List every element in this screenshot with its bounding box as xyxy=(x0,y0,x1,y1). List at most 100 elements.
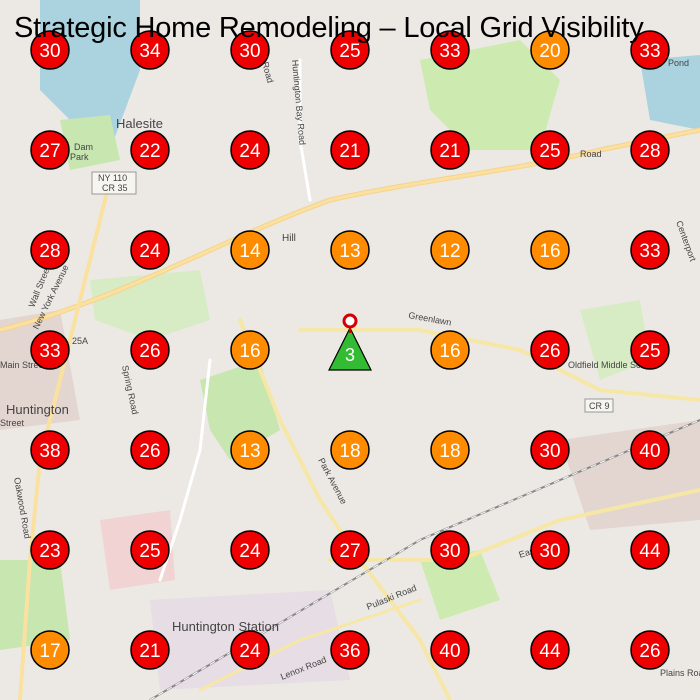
rank-marker[interactable]: 24 xyxy=(230,630,270,670)
rank-marker[interactable]: 27 xyxy=(30,130,70,170)
map-label: Road xyxy=(580,149,602,159)
rank-marker-label: 24 xyxy=(139,241,161,262)
rank-marker[interactable]: 18 xyxy=(330,430,370,470)
rank-marker[interactable]: 30 xyxy=(530,530,570,570)
rank-marker-label: 18 xyxy=(439,441,460,462)
rank-marker-circle xyxy=(130,430,170,470)
rank-marker[interactable]: 12 xyxy=(430,230,470,270)
rank-marker-circle xyxy=(330,130,370,170)
rank-marker[interactable]: 13 xyxy=(230,430,270,470)
rank-marker-circle xyxy=(430,230,470,270)
rank-marker-label: 40 xyxy=(639,441,660,462)
rank-marker-circle xyxy=(530,30,570,70)
rank-marker-label: 20 xyxy=(539,41,560,62)
rank-marker-label: 30 xyxy=(239,41,260,62)
rank-marker-label: 23 xyxy=(39,541,60,562)
rank-marker-label: 33 xyxy=(639,241,660,262)
rank-marker[interactable]: 26 xyxy=(630,630,670,670)
rank-marker[interactable]: 21 xyxy=(130,630,170,670)
rank-marker[interactable]: 33 xyxy=(630,230,670,270)
rank-marker[interactable]: 24 xyxy=(230,130,270,170)
map-label: NY 110 xyxy=(98,173,127,183)
rank-marker-label: 25 xyxy=(639,341,660,362)
location-pin-icon[interactable] xyxy=(342,313,358,329)
ranking-grid: 30 34 30 25 33 20 33 27 22 24 21 21 25 28 28 24 14 13 12 16… xyxy=(30,30,670,670)
rank-marker[interactable]: 17 xyxy=(30,630,70,670)
rank-marker-label: 26 xyxy=(539,341,560,362)
rank-marker[interactable]: 30 xyxy=(30,30,70,70)
rank-marker-circle xyxy=(330,30,370,70)
rank-marker[interactable]: 30 xyxy=(230,30,270,70)
rank-marker[interactable]: 33 xyxy=(30,330,70,370)
rank-marker[interactable]: 20 xyxy=(530,30,570,70)
rank-marker[interactable]: 36 xyxy=(330,630,370,670)
rank-marker[interactable]: 18 xyxy=(430,430,470,470)
rank-marker[interactable]: 40 xyxy=(630,430,670,470)
rank-marker[interactable]: 33 xyxy=(630,30,670,70)
rank-marker-circle xyxy=(230,430,270,470)
rank-marker[interactable]: 30 xyxy=(430,530,470,570)
rank-marker-circle xyxy=(130,530,170,570)
rank-marker-circle xyxy=(630,630,670,670)
rank-marker[interactable]: 13 xyxy=(330,230,370,270)
rank-marker-label: 21 xyxy=(339,141,360,162)
rank-marker[interactable]: 26 xyxy=(130,430,170,470)
rank-marker[interactable]: 28 xyxy=(30,230,70,270)
rank-marker-circle xyxy=(430,430,470,470)
rank-marker[interactable]: 44 xyxy=(530,630,570,670)
rank-marker[interactable]: 21 xyxy=(430,130,470,170)
rank-marker-circle xyxy=(330,430,370,470)
rank-marker-label: 33 xyxy=(439,41,460,62)
rank-marker-label: 26 xyxy=(639,641,660,662)
rank-marker[interactable]: 24 xyxy=(230,530,270,570)
rank-marker-label: 33 xyxy=(39,341,60,362)
rank-marker[interactable]: 25 xyxy=(330,30,370,70)
rank-marker[interactable]: 25 xyxy=(130,530,170,570)
rank-marker[interactable]: 33 xyxy=(430,30,470,70)
rank-marker[interactable]: 40 xyxy=(430,630,470,670)
rank-marker-circle xyxy=(630,530,670,570)
rank-marker[interactable]: 25 xyxy=(530,130,570,170)
rank-marker[interactable]: 28 xyxy=(630,130,670,170)
rank-marker-circle xyxy=(330,530,370,570)
rank-marker-label: 14 xyxy=(239,241,261,262)
rank-marker-circle xyxy=(630,330,670,370)
rank-marker-label: 24 xyxy=(239,541,261,562)
rank-marker[interactable]: 26 xyxy=(530,330,570,370)
rank-marker[interactable]: 27 xyxy=(330,530,370,570)
rank-marker-label: 36 xyxy=(339,641,360,662)
rank-marker-circle xyxy=(430,30,470,70)
rank-marker-label: 27 xyxy=(39,141,60,162)
rank-marker[interactable]: 16 xyxy=(430,330,470,370)
rank-marker[interactable]: 26 xyxy=(130,330,170,370)
rank-marker[interactable]: 14 xyxy=(230,230,270,270)
rank-marker-circle xyxy=(430,330,470,370)
pond-water xyxy=(640,55,700,130)
rank-marker[interactable]: 22 xyxy=(130,130,170,170)
rank-marker[interactable]: 21 xyxy=(330,130,370,170)
rank-marker-label: 16 xyxy=(239,341,260,362)
rank-marker-label: 44 xyxy=(639,541,661,562)
rank-marker[interactable]: 38 xyxy=(30,430,70,470)
rank-marker[interactable]: 34 xyxy=(130,30,170,70)
rank-marker[interactable]: 16 xyxy=(530,230,570,270)
green-triangle-marker[interactable] xyxy=(328,326,372,371)
rank-marker-label: 40 xyxy=(439,641,460,662)
rank-marker[interactable]: 25 xyxy=(630,330,670,370)
park-area xyxy=(580,300,650,380)
rank-marker-label: 33 xyxy=(639,41,660,62)
rank-marker[interactable]: 24 xyxy=(130,230,170,270)
roads xyxy=(0,58,700,700)
rank-marker[interactable]: 23 xyxy=(30,530,70,570)
rank-marker-circle xyxy=(130,330,170,370)
rank-marker[interactable]: 16 xyxy=(230,330,270,370)
rank-marker-circle xyxy=(130,30,170,70)
rank-marker-circle xyxy=(630,430,670,470)
rank-marker-circle xyxy=(230,630,270,670)
rank-marker[interactable]: 44 xyxy=(630,530,670,570)
rank-marker-circle xyxy=(30,30,70,70)
rank-marker-label: 22 xyxy=(139,141,160,162)
rank-marker-circle xyxy=(530,430,570,470)
rank-marker[interactable]: 30 xyxy=(530,430,570,470)
